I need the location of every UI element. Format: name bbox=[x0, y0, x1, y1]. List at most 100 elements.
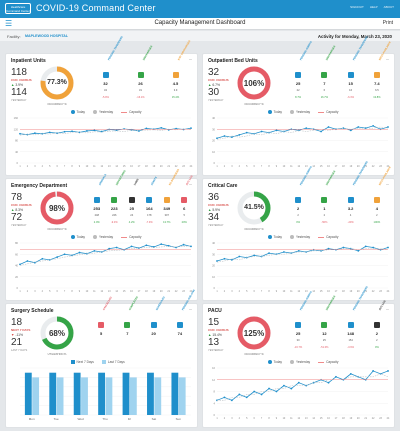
bar-next7 bbox=[147, 372, 154, 415]
metric-today: 32 bbox=[103, 81, 108, 86]
series-today-point bbox=[260, 393, 263, 396]
facility-select[interactable]: MAPLEWOOD HOSPITAL bbox=[25, 34, 69, 38]
x-tick-label: 18 bbox=[145, 290, 148, 293]
legend-capacity: Capacity bbox=[121, 110, 141, 114]
census-label: CUR. CENSUS bbox=[11, 203, 32, 207]
more-icon[interactable]: ··· bbox=[385, 307, 390, 313]
y-tick-label: 10 bbox=[212, 150, 215, 154]
more-icon[interactable]: ··· bbox=[188, 182, 193, 188]
x-tick-label: 22 bbox=[175, 290, 178, 293]
x-tick-label: 1 bbox=[19, 165, 21, 168]
x-tick-label: 23 bbox=[182, 165, 185, 168]
x-tick-label: 23 bbox=[379, 290, 382, 293]
yesterday-label: YESTERDAY bbox=[208, 99, 224, 102]
metric-change: 13.8% bbox=[373, 96, 381, 99]
series-today-point bbox=[245, 131, 248, 134]
metric-today: 25 bbox=[129, 206, 134, 211]
metric-today: 7 bbox=[126, 331, 129, 336]
census-value: 18 bbox=[11, 317, 23, 328]
more-icon[interactable]: ··· bbox=[188, 307, 193, 313]
yesterday-value: 72 bbox=[11, 212, 23, 223]
help-link[interactable]: HELP bbox=[369, 5, 378, 9]
beds-available-icon bbox=[373, 197, 380, 203]
metric-yesterday: 5 bbox=[183, 214, 185, 217]
more-icon[interactable]: ··· bbox=[188, 57, 193, 63]
x-tick-label: 24 bbox=[387, 417, 390, 420]
x-tick-label: 6 bbox=[57, 290, 59, 293]
x-tick-label: 11 bbox=[93, 165, 96, 168]
series-today-point bbox=[342, 246, 345, 249]
series-today-point bbox=[357, 249, 360, 252]
census-label: NEXT 7 DAYS bbox=[11, 328, 31, 332]
census-value: 15 bbox=[208, 317, 220, 328]
yesterday-value: 21 bbox=[11, 337, 23, 348]
about-link[interactable]: ABOUT bbox=[383, 5, 394, 9]
pending-admits-icon bbox=[295, 322, 302, 328]
x-tick-label: 9 bbox=[79, 290, 81, 293]
series-today-point bbox=[216, 260, 218, 262]
lwbs-icon bbox=[128, 197, 135, 203]
series-today-point bbox=[223, 396, 226, 399]
more-icon[interactable]: ··· bbox=[385, 182, 390, 188]
trend-arrow-icon: ▲ bbox=[208, 333, 213, 337]
x-tick-label: Fri bbox=[128, 417, 132, 421]
metric-today: 25 bbox=[295, 331, 301, 336]
completed-icon bbox=[124, 322, 131, 328]
series-today-point bbox=[216, 137, 218, 140]
metric-today: 6 bbox=[183, 206, 186, 211]
print-button[interactable]: Print bbox=[382, 20, 393, 26]
series-today-point bbox=[327, 126, 330, 128]
x-tick-label: 22 bbox=[372, 165, 375, 168]
occupancy-donut: 68% bbox=[39, 315, 75, 351]
x-tick-label: 15 bbox=[123, 165, 126, 168]
x-tick-label: 10 bbox=[86, 290, 89, 293]
x-tick-label: 20 bbox=[357, 165, 360, 168]
donut-svg bbox=[40, 66, 74, 100]
series-today-point bbox=[372, 246, 375, 249]
series-yesterday-line bbox=[216, 126, 389, 140]
series-today-point bbox=[327, 247, 330, 250]
legend-today: Today bbox=[70, 235, 85, 239]
x-tick-label: 23 bbox=[182, 290, 185, 293]
metric-change: -6.3% bbox=[347, 96, 355, 99]
series-today-point bbox=[86, 130, 88, 132]
x-tick-label: 15 bbox=[123, 290, 126, 293]
x-tick-label: 19 bbox=[349, 417, 352, 420]
hamburger-icon[interactable]: ☰ bbox=[5, 19, 13, 28]
metric-today: 26 bbox=[138, 81, 143, 86]
legend-yesterday: Yesterday bbox=[290, 360, 310, 364]
census-label: CUR. CENSUS bbox=[11, 78, 32, 82]
y-tick-label: 30 bbox=[212, 252, 215, 256]
x-tick-label: 21 bbox=[364, 417, 367, 420]
census-value: 118 bbox=[11, 67, 27, 78]
x-tick-label: 19 bbox=[349, 290, 352, 293]
legend-capacity: Capacity bbox=[121, 235, 141, 239]
x-tick-label: 8 bbox=[268, 165, 270, 168]
x-tick-label: 11 bbox=[290, 165, 293, 168]
legend-capacity: Capacity bbox=[318, 235, 338, 239]
y-tick-label: 20 bbox=[212, 264, 215, 268]
x-tick-label: 1 bbox=[216, 290, 218, 293]
x-tick-label: 8 bbox=[71, 290, 73, 293]
series-today-point bbox=[182, 243, 185, 246]
signout-link[interactable]: SIGNOUT bbox=[350, 5, 364, 9]
metric-yesterday: 4 bbox=[349, 214, 352, 217]
x-tick-label: 5 bbox=[246, 417, 248, 420]
legend-capacity: Capacity bbox=[318, 360, 338, 364]
x-tick-label: 12 bbox=[100, 290, 103, 293]
more-icon[interactable]: ··· bbox=[385, 57, 390, 63]
x-tick-label: 17 bbox=[335, 165, 338, 168]
series-yesterday-line bbox=[19, 245, 192, 266]
x-tick-label: 16 bbox=[130, 290, 133, 293]
x-tick-label: 1 bbox=[19, 290, 21, 293]
x-tick-label: 21 bbox=[364, 165, 367, 168]
metric-today: 2 bbox=[375, 331, 378, 336]
x-tick-label: Sat bbox=[152, 417, 157, 421]
metric-yesterday: 2 bbox=[323, 214, 326, 217]
x-tick-label: 15 bbox=[320, 417, 323, 420]
x-tick-label: Tue bbox=[54, 417, 59, 421]
legend-yesterday: Yesterday bbox=[93, 235, 113, 239]
